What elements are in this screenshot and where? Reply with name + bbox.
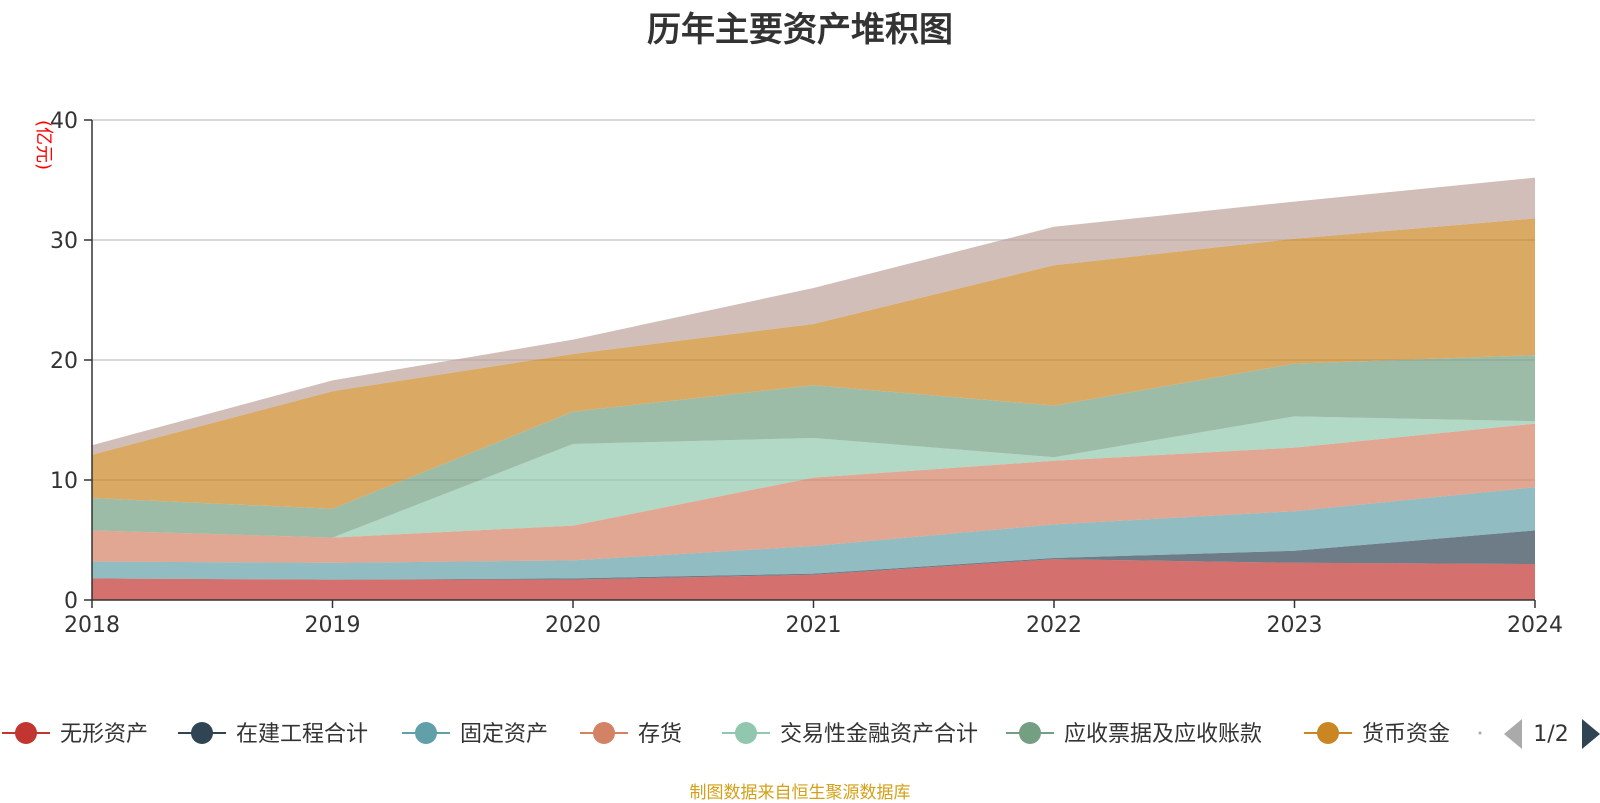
legend-prev-page-icon[interactable] xyxy=(1504,719,1522,749)
y-tick-label: 10 xyxy=(50,469,78,494)
y-tick-label: 40 xyxy=(50,109,78,134)
y-tick-label: 0 xyxy=(64,589,78,614)
legend-item-0[interactable]: 无形资产 xyxy=(2,722,148,747)
legend-label: 存货 xyxy=(638,722,682,747)
x-tick-label: 2023 xyxy=(1267,613,1323,638)
legend-marker xyxy=(1317,722,1339,744)
legend-layer: 无形资产 在建工程合计 固定资产 存货 交易性金融资产合计 应收票据及应收账款 货币资金 1/… xyxy=(2,719,1600,749)
area-series-5[interactable] xyxy=(92,355,1535,538)
area-series-3[interactable] xyxy=(92,423,1535,563)
x-tick-label: 2019 xyxy=(305,613,361,638)
x-tick-label: 2020 xyxy=(545,613,601,638)
legend-next-page-icon[interactable] xyxy=(1582,719,1600,749)
legend-marker xyxy=(1019,722,1041,744)
legend-item-3[interactable]: 存货 xyxy=(580,722,682,747)
y-tick-label: 20 xyxy=(50,349,78,374)
legend-item-4[interactable]: 交易性金融资产合计 xyxy=(722,722,978,747)
y-axis-unit-label: (亿元) xyxy=(33,120,54,170)
x-tick-label: 2018 xyxy=(64,613,120,638)
legend-label: 应收票据及应收账款 xyxy=(1064,722,1262,747)
x-tick-label: 2021 xyxy=(786,613,842,638)
legend-marker xyxy=(15,722,37,744)
chart-title: 历年主要资产堆积图 xyxy=(647,10,953,50)
legend-item-1[interactable]: 在建工程合计 xyxy=(178,722,368,747)
legend-label: 固定资产 xyxy=(460,722,548,747)
legend-marker xyxy=(191,722,213,744)
legend-label: 在建工程合计 xyxy=(236,722,368,747)
area-series-1[interactable] xyxy=(92,530,1535,580)
legend-marker xyxy=(593,722,615,744)
x-tick-label: 2022 xyxy=(1026,613,1082,638)
area-series-2[interactable] xyxy=(92,487,1535,580)
axis-layer: 0 10 20 30 40 2018 2019 2020 2021 2022 2023 2024 xyxy=(50,109,1563,638)
area-series-7[interactable] xyxy=(92,177,1535,455)
area-layer xyxy=(92,177,1535,600)
legend-marker xyxy=(735,722,757,744)
source-note: 制图数据来自恒生聚源数据库 xyxy=(689,783,911,803)
legend-item-6[interactable]: 货币资金 xyxy=(1304,722,1450,747)
legend-overflow-dot xyxy=(1478,731,1482,735)
legend-label: 交易性金融资产合计 xyxy=(780,722,978,747)
legend-page-indicator: 1/2 xyxy=(1533,722,1568,747)
area-series-0[interactable] xyxy=(92,559,1535,600)
legend-marker xyxy=(415,722,437,744)
area-series-6[interactable] xyxy=(92,218,1535,509)
legend-item-5[interactable]: 应收票据及应收账款 xyxy=(1006,722,1262,747)
legend-label: 无形资产 xyxy=(60,722,148,747)
x-tick-label: 2024 xyxy=(1507,613,1563,638)
legend-label: 货币资金 xyxy=(1362,722,1450,747)
area-series-4[interactable] xyxy=(92,416,1535,538)
legend-item-2[interactable]: 固定资产 xyxy=(402,722,548,747)
y-tick-label: 30 xyxy=(50,229,78,254)
